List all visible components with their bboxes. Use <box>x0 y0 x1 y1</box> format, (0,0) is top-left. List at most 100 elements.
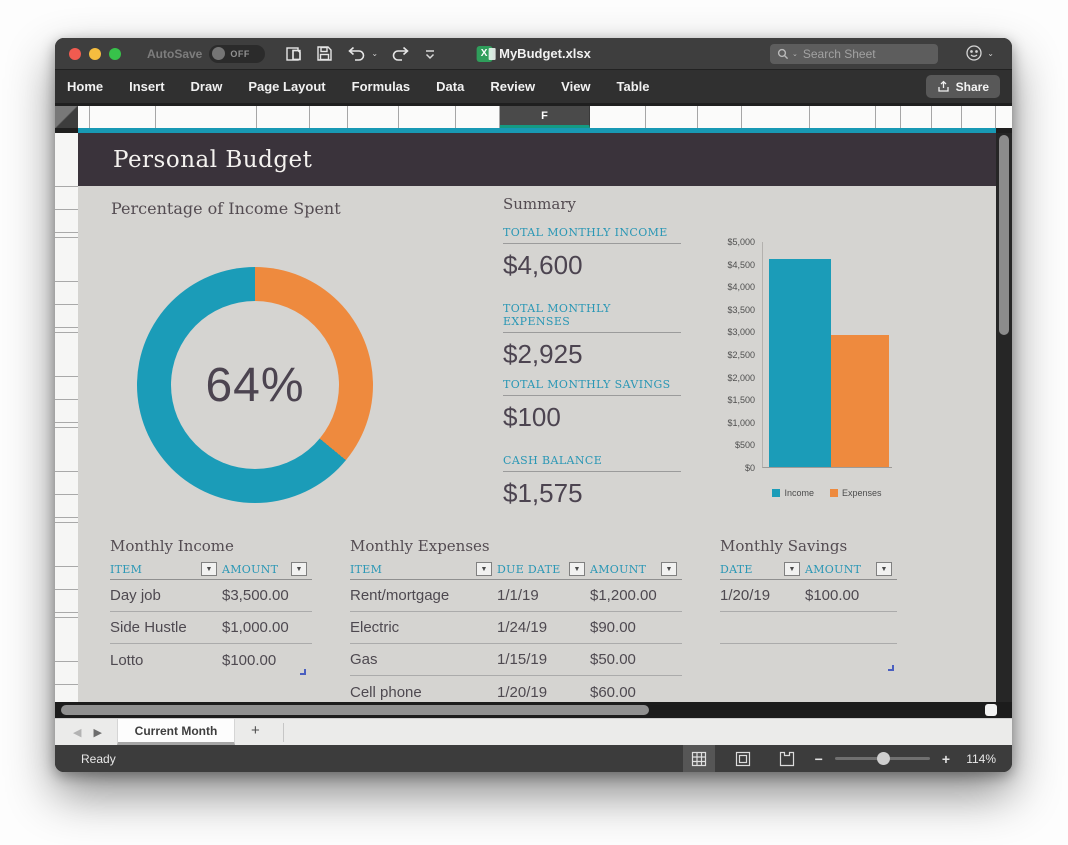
undo-icon[interactable] <box>346 45 366 62</box>
save-icon[interactable] <box>316 45 333 62</box>
column-header[interactable] <box>456 106 500 128</box>
table-cell[interactable]: $1,000.00 <box>222 619 289 636</box>
table-row[interactable] <box>720 644 897 676</box>
column-header[interactable] <box>590 106 646 128</box>
table-row[interactable]: Rent/mortgage 1/1/19 $1,200.00 <box>350 580 682 612</box>
table-cell[interactable]: $1,200.00 <box>590 587 657 604</box>
autosave-toggle[interactable]: OFF <box>209 44 266 63</box>
next-sheet-arrow-icon[interactable]: ▶ <box>93 726 102 739</box>
fullscreen-button[interactable] <box>109 47 121 60</box>
table-cell[interactable]: 1/15/19 <box>497 651 548 668</box>
ribbon-tab-insert[interactable]: Insert <box>129 79 165 94</box>
zoom-out-button[interactable]: − <box>814 750 823 767</box>
table-cell[interactable]: 1/1/19 <box>497 587 539 604</box>
table-cell[interactable]: 1/24/19 <box>497 619 548 636</box>
column-header[interactable] <box>646 106 698 128</box>
column-header[interactable] <box>310 106 348 128</box>
table-resize-handle[interactable] <box>888 665 894 671</box>
close-button[interactable] <box>69 47 81 60</box>
table-cell[interactable]: Gas <box>350 651 378 668</box>
table-row[interactable] <box>720 612 897 644</box>
column-header[interactable] <box>962 106 996 128</box>
filter-dropdown-icon[interactable]: ▼ <box>661 562 677 576</box>
bar-chart[interactable]: $5,000 $4,500 $4,000 $3,500 $3,000 $2,500 $2,0… <box>690 228 990 518</box>
page-layout-view-button[interactable] <box>727 745 759 772</box>
zoom-slider[interactable] <box>834 752 930 765</box>
table-cell[interactable]: Lotto <box>110 651 144 669</box>
ribbon-tab-view[interactable]: View <box>561 79 591 94</box>
filter-dropdown-icon[interactable]: ▼ <box>201 562 217 576</box>
column-header[interactable] <box>932 106 962 128</box>
table-cell[interactable]: $3,500.00 <box>222 587 289 604</box>
search-scope-chevron-icon[interactable]: ⌄ <box>792 51 798 58</box>
toolbar-overflow-icon[interactable] <box>424 48 436 60</box>
select-all-corner[interactable] <box>55 106 78 128</box>
zoom-in-button[interactable]: + <box>941 750 950 767</box>
filter-dropdown-icon[interactable]: ▼ <box>291 562 307 576</box>
table-row[interactable]: 1/20/19 $100.00 <box>720 580 897 612</box>
search-sheet-input[interactable]: ⌄ Search Sheet <box>770 44 938 64</box>
undo-dropdown-chevron-icon[interactable]: ⌄ <box>371 49 379 58</box>
column-header-selected[interactable]: F <box>500 106 590 128</box>
vertical-scrollbar[interactable] <box>996 133 1012 702</box>
table-cell[interactable]: $50.00 <box>590 651 636 668</box>
ribbon-tab-review[interactable]: Review <box>490 79 536 94</box>
filter-dropdown-icon[interactable]: ▼ <box>569 562 585 576</box>
table-row[interactable]: Cell phone 1/20/19 $60.00 <box>350 676 682 702</box>
table-cell[interactable]: Cell phone <box>350 683 422 701</box>
column-header[interactable] <box>257 106 310 128</box>
table-cell[interactable]: $100.00 <box>805 587 860 604</box>
column-header[interactable] <box>742 106 810 128</box>
minimize-button[interactable] <box>89 47 101 60</box>
column-header[interactable] <box>810 106 876 128</box>
table-row[interactable]: Side Hustle $1,000.00 <box>110 612 312 644</box>
table-cell[interactable]: Rent/mortgage <box>350 587 450 604</box>
ribbon-tab-data[interactable]: Data <box>436 79 465 94</box>
share-button[interactable]: Share <box>925 75 1000 98</box>
table-cell[interactable]: Day job <box>110 587 161 604</box>
horizontal-scrollbar-thumb[interactable] <box>61 705 649 715</box>
ribbon-tab-draw[interactable]: Draw <box>190 79 223 94</box>
sheet-canvas[interactable]: Personal Budget Percentage of Income Spe… <box>78 133 996 702</box>
ribbon-tab-formulas[interactable]: Formulas <box>351 79 411 94</box>
table-cell[interactable]: $100.00 <box>222 651 277 669</box>
vertical-scrollbar-thumb[interactable] <box>999 135 1009 335</box>
filter-dropdown-icon[interactable]: ▼ <box>876 562 892 576</box>
zoom-slider-thumb[interactable] <box>876 752 890 765</box>
column-header[interactable] <box>901 106 932 128</box>
column-header[interactable] <box>876 106 901 128</box>
column-header[interactable] <box>399 106 456 128</box>
row-header-strip[interactable] <box>55 133 78 702</box>
ribbon-tab-page-layout[interactable]: Page Layout <box>248 79 326 94</box>
table-cell[interactable]: 1/20/19 <box>720 587 771 604</box>
column-header[interactable] <box>90 106 156 128</box>
ribbon-tab-table[interactable]: Table <box>616 79 650 94</box>
prev-sheet-arrow-icon[interactable]: ◀ <box>73 726 82 739</box>
table-row[interactable]: Day job $3,500.00 <box>110 580 312 612</box>
table-resize-handle[interactable] <box>300 669 306 675</box>
column-header[interactable] <box>348 106 399 128</box>
filter-dropdown-icon[interactable]: ▼ <box>784 562 800 576</box>
normal-view-button[interactable] <box>682 745 715 772</box>
sheet-tab-current-month[interactable]: Current Month <box>117 719 235 745</box>
table-row[interactable]: Electric 1/24/19 $90.00 <box>350 612 682 644</box>
table-row[interactable]: Lotto $100.00 <box>110 644 312 676</box>
column-header[interactable] <box>78 106 90 128</box>
filter-dropdown-icon[interactable]: ▼ <box>476 562 492 576</box>
donut-chart[interactable]: 64% <box>137 267 373 503</box>
bar-expenses[interactable] <box>831 335 889 467</box>
bar-income[interactable] <box>769 259 831 467</box>
table-row[interactable]: Gas 1/15/19 $50.00 <box>350 644 682 676</box>
new-window-icon[interactable] <box>285 45 303 63</box>
redo-icon[interactable] <box>391 45 411 62</box>
add-sheet-button[interactable]: + <box>251 722 260 739</box>
feedback-control[interactable]: ⌄ <box>965 44 994 62</box>
table-cell[interactable]: Electric <box>350 619 400 636</box>
ribbon-tab-home[interactable]: Home <box>67 79 104 94</box>
horizontal-scrollbar[interactable] <box>55 702 1012 718</box>
table-cell[interactable]: Side Hustle <box>110 619 187 636</box>
column-header[interactable] <box>156 106 257 128</box>
column-header[interactable] <box>698 106 742 128</box>
table-cell[interactable]: 1/20/19 <box>497 683 548 701</box>
table-cell[interactable]: $60.00 <box>590 683 636 701</box>
